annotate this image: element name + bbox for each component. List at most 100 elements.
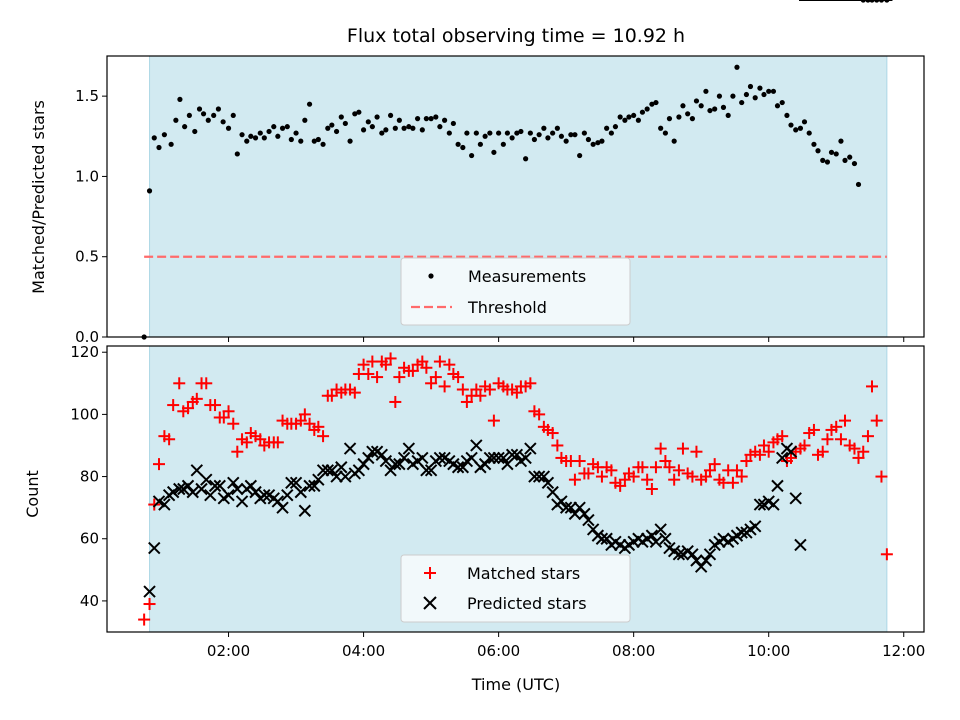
matched-star-point <box>880 548 893 561</box>
predicted-star-point <box>555 495 568 508</box>
matched-star-point <box>348 386 361 399</box>
measurement-point <box>177 96 183 102</box>
predicted-star-stroke <box>173 482 186 496</box>
predicted-star-point <box>505 448 519 462</box>
measurement-point <box>676 114 682 120</box>
predicted-star-stroke <box>271 495 285 508</box>
measurement-point <box>365 119 371 125</box>
measurement-point <box>338 114 344 120</box>
matched-star-point <box>416 355 429 368</box>
predicted-star-point <box>208 479 222 493</box>
matched-star-point <box>699 470 712 483</box>
predicted-star-stroke <box>753 498 767 511</box>
matched-star-point <box>217 411 230 424</box>
measurement-point <box>626 114 632 120</box>
measurement-point <box>554 125 560 131</box>
predicted-star-point <box>767 498 780 511</box>
predicted-star-point <box>595 532 609 545</box>
predicted-star-stroke <box>200 473 213 486</box>
top-legend: Measurements Threshold <box>400 257 631 326</box>
y-tick-label: 80 <box>80 468 99 486</box>
measurement-point <box>622 117 628 123</box>
matched-star-point <box>167 399 180 412</box>
predicted-star-point <box>249 485 262 499</box>
legend-threshold-label: Threshold <box>467 298 547 317</box>
predicted-star-stroke <box>258 489 271 502</box>
measurement-point <box>288 136 294 143</box>
matched-star-point <box>852 451 865 464</box>
predicted-star-stroke <box>276 501 289 514</box>
predicted-star-stroke <box>649 535 663 549</box>
predicted-star-point <box>366 445 379 458</box>
bottom-panel-frame <box>106 345 925 633</box>
predicted-star-stroke <box>595 532 609 545</box>
predicted-star-point <box>600 532 613 545</box>
predicted-star-stroke <box>465 451 478 465</box>
predicted-star-point <box>148 541 161 555</box>
matched-star-point <box>240 436 253 449</box>
predicted-star-point <box>308 479 321 493</box>
predicted-star-stroke <box>213 479 226 493</box>
measurement-point <box>284 124 290 130</box>
matched-star-point <box>659 455 672 468</box>
predicted-star-point <box>276 501 289 514</box>
matched-star-point <box>227 417 240 430</box>
predicted-star-stroke <box>784 445 798 458</box>
matched-star-point <box>384 352 397 365</box>
measurement-point <box>527 130 533 136</box>
matched-star-point <box>834 433 847 446</box>
predicted-star-stroke <box>298 504 312 517</box>
predicted-star-point <box>510 448 524 462</box>
y-tick-label: 0.5 <box>75 248 99 266</box>
predicted-star-stroke <box>681 544 694 558</box>
predicted-star-point <box>582 513 595 527</box>
measurement-point <box>644 106 650 112</box>
matched-star-point <box>524 377 537 390</box>
predicted-star-stroke <box>478 457 492 471</box>
measurement-point <box>360 127 367 133</box>
bottom-panel-x-ticks: 02:00 04:00 06:00 08:00 10:00 12:00 <box>207 632 925 660</box>
predicted-star-stroke <box>559 501 573 514</box>
predicted-star-point <box>384 464 397 477</box>
measurement-point <box>156 144 162 151</box>
predicted-star-stroke <box>330 470 343 483</box>
predicted-star-stroke <box>447 457 460 471</box>
predicted-star-stroke <box>748 520 762 533</box>
measurement-point <box>689 116 696 122</box>
measurement-point <box>298 138 304 144</box>
matched-star-point <box>138 613 151 626</box>
predicted-star-point <box>541 476 555 489</box>
measurement-point <box>788 122 794 128</box>
measurement-point <box>631 112 637 119</box>
matched-star-point <box>735 470 748 483</box>
matched-star-point <box>866 380 879 393</box>
predicted-star-stroke <box>308 479 321 493</box>
matched-star-point <box>614 479 627 492</box>
predicted-star-point <box>573 501 586 514</box>
matched-star-point <box>209 399 222 412</box>
predicted-star-point <box>166 485 180 499</box>
matched-star-point <box>487 414 500 427</box>
predicted-star-stroke <box>231 482 244 496</box>
measurement-point <box>851 160 858 167</box>
matched-star-point <box>821 433 834 446</box>
legend-matched-marker <box>424 567 436 579</box>
predicted-star-stroke <box>222 489 235 502</box>
predicted-star-point <box>339 470 352 483</box>
measurement-point <box>680 103 686 109</box>
predicted-star-point <box>470 439 483 452</box>
measurement-point <box>833 151 839 157</box>
matched-star-point <box>429 371 442 384</box>
top-legend-box <box>400 257 631 326</box>
measurement-point <box>211 112 217 119</box>
matched-star-point <box>582 467 595 480</box>
legend-matched-label: Matched stars <box>467 564 580 583</box>
matched-star-point <box>312 420 325 433</box>
matched-star-point <box>668 473 681 486</box>
measurement-point <box>734 64 740 70</box>
predicted-star-stroke <box>578 507 591 521</box>
matched-star-point <box>649 461 662 474</box>
predicted-star-point <box>190 464 204 477</box>
measurement-point <box>414 116 421 122</box>
predicted-star-point <box>200 473 213 486</box>
